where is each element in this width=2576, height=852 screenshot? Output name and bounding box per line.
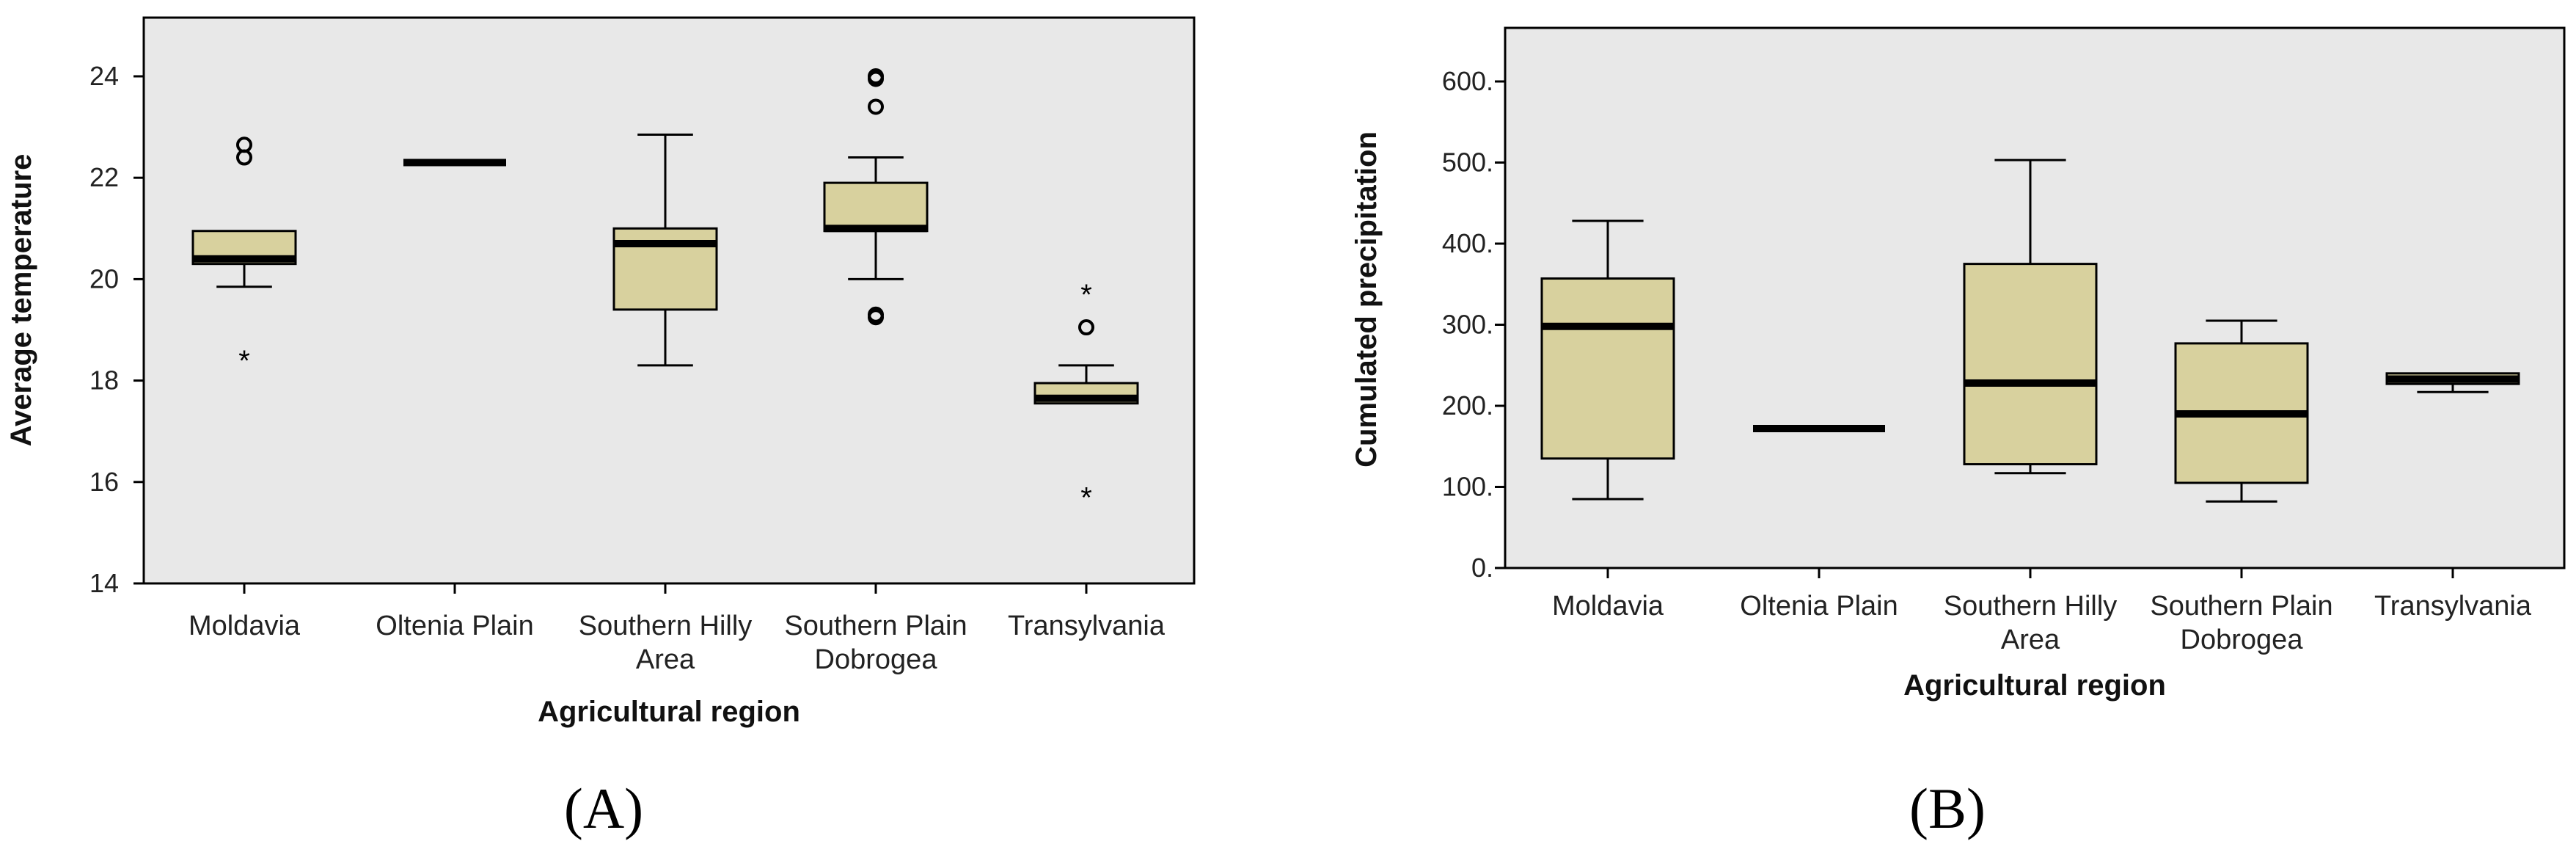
x-tick-label-a: Moldavia xyxy=(189,611,301,641)
box-a-5: ** xyxy=(1033,279,1139,514)
x-tick-label-a: Oltenia Plain xyxy=(376,611,533,641)
y-tick-label-a: 16 xyxy=(89,467,119,497)
box-a-1: * xyxy=(191,136,297,377)
box-a-3 xyxy=(612,133,718,367)
x-tick-label-a: Area xyxy=(636,644,695,675)
x-tick-label-a: Dobrogea xyxy=(815,644,938,675)
y-tick-label-b: 600. xyxy=(1442,66,1493,96)
x-tick-label-b: Area xyxy=(2001,625,2060,655)
outlier-point xyxy=(868,309,884,326)
y-axis-title-b: Cumulated precipitation xyxy=(1350,131,1383,467)
outlier-point xyxy=(868,70,884,87)
extreme-point: * xyxy=(238,345,250,377)
x-tick-label-b: Southern Hilly xyxy=(1944,591,2118,622)
y-tick-label-b: 400. xyxy=(1442,228,1493,258)
x-tick-label-b: Southern Plain xyxy=(2150,591,2332,622)
y-tick-label-b: 100. xyxy=(1442,472,1493,502)
y-axis-b: 0. 100. 200. 300. 400. 500. 600. xyxy=(1442,66,1505,583)
boxes-a: *** xyxy=(191,68,1139,514)
panel-label-a: (A) xyxy=(564,776,643,840)
box-body xyxy=(1963,263,2098,466)
x-tick-label-b: Moldavia xyxy=(1552,591,1664,622)
chart-panel-b: 0. 100. 200. 300. 400. 500. 600. Moldavia Olten… xyxy=(1350,26,2566,840)
y-tick-label-a: 14 xyxy=(89,568,119,598)
y-tick-label-a: 18 xyxy=(89,365,119,396)
y-tick-label-a: 24 xyxy=(89,61,119,91)
x-tick-label-b: Oltenia Plain xyxy=(1740,591,1898,622)
x-tick-label-a: Southern Plain xyxy=(784,611,967,641)
extreme-point: * xyxy=(1080,279,1092,311)
outlier-point xyxy=(1078,319,1094,336)
box-body xyxy=(1540,277,1675,460)
y-tick-label-b: 500. xyxy=(1442,148,1493,178)
x-axis-title-b: Agricultural region xyxy=(1903,669,2166,702)
y-axis-a: 14 16 18 20 22 24 xyxy=(89,61,144,598)
y-axis-title-a: Average temperature xyxy=(5,154,37,447)
outlier-point xyxy=(868,98,884,115)
extreme-point: * xyxy=(1080,482,1092,514)
outlier-point xyxy=(236,149,252,166)
box-b-1 xyxy=(1540,219,1675,500)
box-a-4 xyxy=(823,68,929,326)
y-tick-label-b: 300. xyxy=(1442,310,1493,340)
x-tick-label-b: Dobrogea xyxy=(2181,625,2304,655)
boxes-b xyxy=(1540,159,2520,503)
y-tick-label-b: 0. xyxy=(1471,553,1493,583)
y-tick-label-a: 20 xyxy=(89,263,119,294)
x-tick-label-b: Transylvania xyxy=(2374,591,2532,622)
box-b-3 xyxy=(1963,159,2098,475)
box-b-4 xyxy=(2174,319,2309,503)
panel-label-b: (B) xyxy=(1909,776,1986,840)
box-b-5 xyxy=(2385,372,2520,393)
y-tick-label-a: 22 xyxy=(89,162,119,192)
y-tick-label-b: 200. xyxy=(1442,390,1493,420)
x-axis-title-a: Agricultural region xyxy=(538,696,800,728)
x-tick-label-a: Southern Hilly xyxy=(579,611,753,641)
x-tick-label-a: Transylvania xyxy=(1008,611,1166,641)
box-body xyxy=(823,181,929,233)
